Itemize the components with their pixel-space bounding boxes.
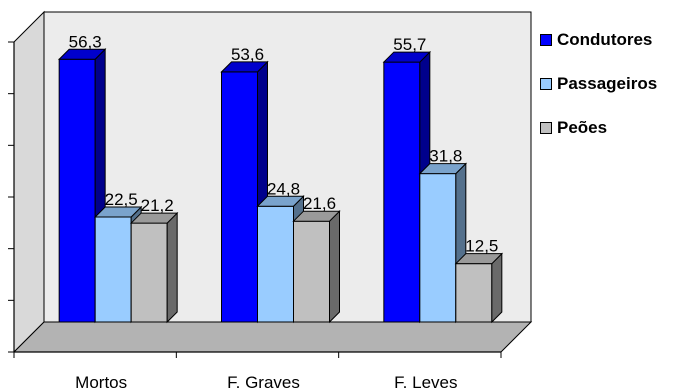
data-label: 55,7 — [393, 35, 426, 54]
data-label: 21,6 — [303, 194, 336, 213]
data-label: 56,3 — [69, 32, 102, 51]
bar-top — [57, 48, 107, 60]
bar-side — [166, 211, 178, 324]
bar-front — [130, 222, 168, 323]
bar-top — [129, 212, 179, 224]
legend: Condutores Passageiros Peões — [540, 28, 657, 160]
side-wall — [13, 10, 45, 354]
bar-front — [293, 220, 330, 323]
category-label: F. Graves — [227, 373, 300, 392]
bar-side — [329, 209, 340, 324]
data-label: 24,8 — [267, 179, 300, 198]
bar — [454, 252, 504, 324]
bar-top — [256, 195, 305, 207]
floor — [12, 321, 533, 353]
bar-top — [292, 210, 341, 222]
legend-swatch — [540, 77, 552, 90]
chart-axes — [8, 41, 502, 358]
bar-top — [382, 51, 432, 63]
data-label: 12,5 — [465, 237, 498, 256]
bar-front — [94, 216, 132, 323]
bar-front — [58, 58, 96, 323]
legend-swatch — [540, 121, 552, 134]
bar — [292, 209, 341, 324]
chart-bars: 56,3 22,5 21,2 53,6 24,821,6 55,7 31,8 12,5 — [57, 32, 504, 324]
data-label: 53,6 — [231, 45, 264, 64]
bar-front — [455, 263, 493, 323]
legend-swatch — [540, 33, 552, 46]
legend-label: Peões — [557, 117, 608, 137]
bar — [129, 211, 179, 324]
legend-item-passageiros: Passageiros — [540, 72, 657, 95]
bar-front — [383, 61, 421, 323]
data-label: 31,8 — [429, 147, 462, 166]
bar-top — [93, 206, 143, 218]
bar-front — [257, 205, 294, 323]
bar-front — [221, 71, 258, 323]
bar-front — [419, 173, 457, 323]
legend-label: Passageiros — [557, 73, 658, 93]
legend-item-condutores: Condutores — [540, 28, 657, 51]
category-label: F. Leves — [394, 373, 457, 392]
bar-top — [418, 163, 468, 175]
legend-label: Condutores — [557, 29, 653, 49]
bar-side — [491, 252, 503, 324]
category-label: Mortos — [75, 373, 127, 392]
data-label: 21,2 — [141, 196, 174, 215]
bar-top — [220, 61, 269, 73]
data-label: 22,5 — [105, 190, 138, 209]
category-labels: Mortos F. Graves F. Leves — [75, 373, 457, 392]
bar-top — [454, 253, 504, 265]
legend-item-peoes: Peões — [540, 116, 657, 139]
